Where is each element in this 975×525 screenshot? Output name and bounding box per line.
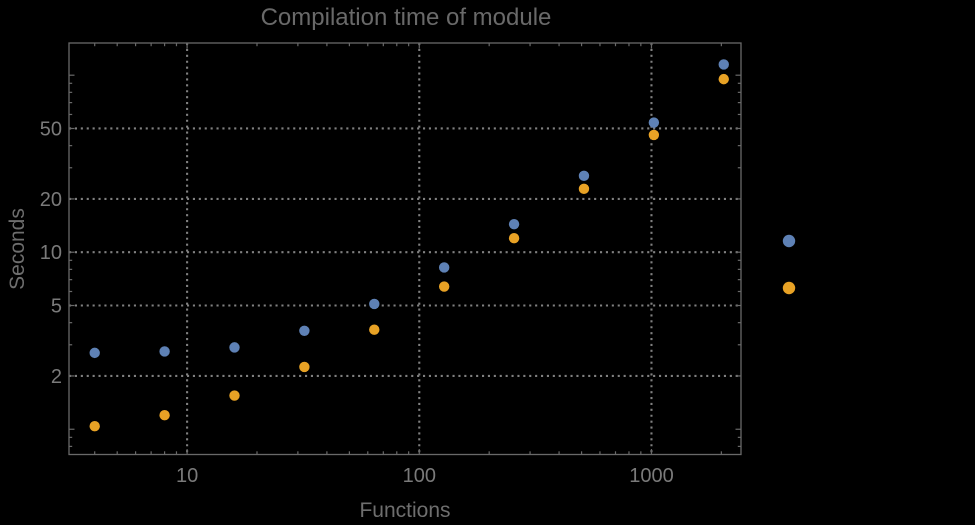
x-tick-label: 10 <box>176 465 198 487</box>
chart-title: Compilation time of module <box>261 4 552 31</box>
data-point <box>89 347 100 359</box>
data-point <box>299 361 310 373</box>
data-point <box>648 129 660 141</box>
data-point <box>648 117 660 128</box>
data-point <box>159 410 170 421</box>
data-point <box>369 324 380 335</box>
data-point <box>578 170 590 182</box>
plot-frame <box>68 42 742 456</box>
y-tick-label: 2 <box>51 366 62 388</box>
y-tick-label: 10 <box>40 242 62 264</box>
data-point <box>578 183 590 195</box>
tick-labels: 10 100 1000 2 5 10 20 50 <box>40 118 674 487</box>
data-point <box>718 59 729 70</box>
data-point <box>438 281 450 292</box>
data-point <box>299 325 310 336</box>
x-axis-label: Functions <box>359 499 450 522</box>
data-point <box>508 233 520 244</box>
axis-ticks <box>69 43 741 455</box>
data-point <box>229 390 240 401</box>
frame-rect <box>68 42 742 456</box>
y-tick-label: 5 <box>51 296 62 318</box>
data-point <box>508 218 520 230</box>
legend-marker <box>782 281 796 295</box>
y-tick-label: 20 <box>40 189 62 211</box>
y-tick-label: 50 <box>40 118 62 140</box>
data-point <box>159 346 170 357</box>
data-point <box>718 73 729 85</box>
data-point <box>89 421 100 432</box>
data-point <box>438 262 450 273</box>
data-point <box>229 342 240 353</box>
x-tick-label: 100 <box>403 465 436 487</box>
gridlines <box>69 43 741 455</box>
legend-markers <box>782 234 796 295</box>
x-tick-label: 1000 <box>629 465 674 487</box>
y-axis-label: Seconds <box>6 208 29 290</box>
data-points <box>89 59 729 432</box>
data-point <box>369 298 380 310</box>
legend-marker <box>782 234 796 248</box>
